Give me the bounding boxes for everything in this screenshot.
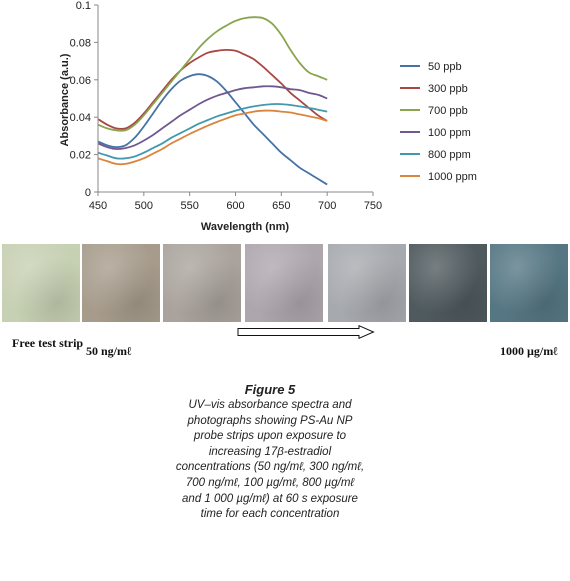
y-tick-label: 0.06 [70,75,91,87]
x-tick-label: 600 [226,200,244,212]
test-strip-photo [2,244,80,322]
y-ticks: 0 0.02 0.04 0.06 0.08 0.1 [70,0,98,199]
low-concentration-label: 50 ng/mℓ [86,344,132,358]
legend: 50 ppb 300 ppb 700 ppb 100 ppm 800 ppm 1000 p… [400,61,477,183]
test-strip-photo [82,244,160,322]
y-tick-label: 0.1 [76,0,91,12]
legend-label: 800 ppm [428,149,471,161]
series-line-800-ppm [97,103,328,160]
legend-label: 300 ppb [428,83,468,95]
test-strip-photo [328,244,406,322]
plot-lines [97,16,328,186]
absorbance-chart: 0 0.02 0.04 0.06 0.08 0.1 450 500 550 600 650 700 7… [59,0,477,233]
x-ticks: 450 500 550 600 650 700 750 [89,192,382,212]
y-tick-label: 0.08 [70,37,91,49]
series-line-100-ppm [97,85,328,150]
figure-title: Figure 5 [244,382,296,397]
y-axis-title: Absorbance (a.u.) [59,53,71,146]
x-tick-label: 450 [89,200,107,212]
x-tick-label: 500 [135,200,153,212]
series-line-50-ppb [97,73,328,186]
x-tick-label: 700 [318,200,336,212]
high-concentration-label: 1000 µg/mℓ [500,344,558,358]
free-test-strip-label: Free test strip [12,336,84,350]
legend-label: 1000 ppm [428,171,477,183]
figure-caption: UV–vis absorbance spectra and photograph… [175,399,365,521]
series-line-300-ppb [97,48,328,130]
series-line-700-ppb [97,16,328,132]
test-strip-photo [245,244,323,322]
y-tick-label: 0.04 [70,112,91,124]
y-tick-label: 0 [85,187,91,199]
x-axis-title: Wavelength (nm) [201,221,290,233]
legend-label: 50 ppb [428,61,462,73]
test-strip-photo [409,244,487,322]
test-strip-photo [490,244,568,322]
test-strip-photo [163,244,241,322]
legend-label: 100 ppm [428,127,471,139]
y-tick-label: 0.02 [70,150,91,162]
increasing-concentration-arrow [237,325,375,339]
x-tick-label: 650 [272,200,290,212]
x-tick-label: 550 [180,200,198,212]
x-tick-label: 750 [364,200,382,212]
legend-label: 700 ppb [428,105,468,117]
series-line-1000-ppm [97,109,328,166]
